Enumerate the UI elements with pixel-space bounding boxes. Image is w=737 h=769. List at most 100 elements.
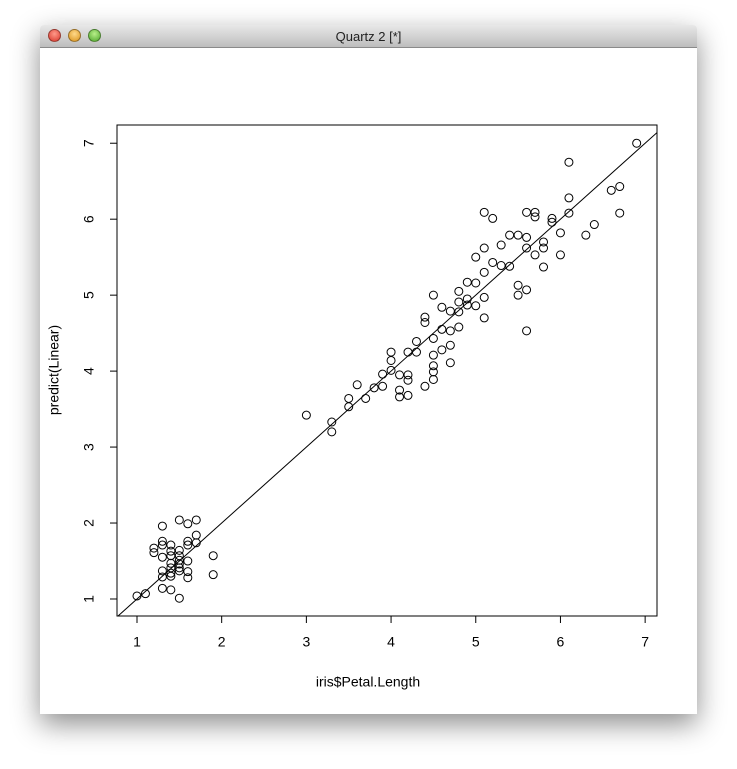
title-bar: Quartz 2 [*]	[40, 25, 697, 48]
y-tick-label: 7	[81, 139, 97, 147]
point	[191, 530, 201, 540]
y-tick-label: 1	[81, 595, 97, 603]
point	[471, 301, 481, 311]
point	[327, 417, 337, 427]
point	[166, 568, 176, 578]
point	[395, 385, 405, 395]
minimize-button[interactable]	[68, 29, 81, 42]
point	[437, 345, 447, 355]
point	[564, 157, 574, 167]
point	[166, 540, 176, 550]
y-tick-label: 5	[81, 291, 97, 299]
point	[479, 292, 489, 302]
point	[428, 367, 438, 377]
point	[420, 381, 430, 391]
point	[428, 361, 438, 371]
point	[530, 212, 540, 222]
zoom-button[interactable]	[88, 29, 101, 42]
point	[183, 540, 193, 550]
point	[208, 570, 218, 580]
point	[564, 193, 574, 203]
point	[183, 573, 193, 583]
window-title: Quartz 2 [*]	[335, 29, 402, 44]
point	[183, 556, 193, 566]
point	[403, 375, 413, 385]
point	[505, 261, 515, 271]
point	[539, 262, 549, 272]
point	[505, 230, 515, 240]
x-tick-label: 5	[472, 634, 480, 650]
point	[157, 552, 167, 562]
point	[454, 322, 464, 332]
y-tick-label: 6	[81, 215, 97, 223]
point	[157, 521, 167, 531]
point	[132, 591, 142, 601]
point	[174, 593, 184, 603]
point	[403, 390, 413, 400]
point	[488, 213, 498, 223]
point	[208, 551, 218, 561]
x-tick-label: 4	[387, 634, 395, 650]
point	[411, 336, 421, 346]
point	[445, 340, 455, 350]
point	[369, 383, 379, 393]
point	[606, 185, 616, 195]
point	[479, 243, 489, 253]
point	[166, 551, 176, 561]
point	[166, 546, 176, 556]
point	[462, 294, 472, 304]
point	[539, 243, 549, 253]
point	[547, 217, 557, 227]
point	[437, 324, 447, 334]
point	[530, 250, 540, 260]
point	[386, 347, 396, 357]
point	[149, 548, 159, 558]
y-tick-label: 2	[81, 519, 97, 527]
x-tick-label: 1	[133, 634, 141, 650]
point	[488, 257, 498, 267]
point	[174, 566, 184, 576]
point	[301, 410, 311, 420]
point	[174, 545, 184, 555]
point	[183, 536, 193, 546]
point	[462, 277, 472, 287]
point	[166, 585, 176, 595]
point	[522, 232, 532, 242]
point	[386, 355, 396, 365]
point	[462, 300, 472, 310]
point	[445, 358, 455, 368]
point	[454, 307, 464, 317]
point	[530, 207, 540, 217]
point	[174, 559, 184, 569]
point	[479, 313, 489, 323]
point	[454, 286, 464, 296]
close-button[interactable]	[48, 29, 61, 42]
point	[539, 237, 549, 247]
point	[555, 228, 565, 238]
point	[615, 182, 625, 192]
point	[513, 280, 523, 290]
point	[411, 347, 421, 357]
point	[564, 208, 574, 218]
point	[157, 572, 167, 582]
point	[344, 393, 354, 403]
point	[496, 261, 506, 271]
y-tick-label: 3	[81, 443, 97, 451]
point	[386, 365, 396, 375]
point	[157, 583, 167, 593]
point	[420, 312, 430, 322]
point	[157, 566, 167, 576]
point	[420, 317, 430, 327]
point	[522, 326, 532, 336]
point	[140, 589, 150, 599]
point	[522, 207, 532, 217]
point	[445, 326, 455, 336]
point	[471, 252, 481, 262]
point	[378, 381, 388, 391]
point	[191, 515, 201, 525]
x-tick-label: 6	[557, 634, 565, 650]
point	[437, 302, 447, 312]
point	[174, 563, 184, 573]
point	[378, 369, 388, 379]
